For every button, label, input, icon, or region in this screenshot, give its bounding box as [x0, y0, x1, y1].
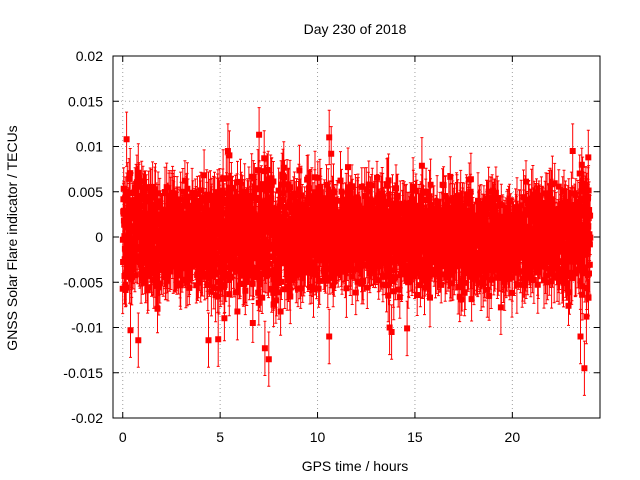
y-tick-label: -0.015	[63, 365, 103, 381]
data-point-markers	[119, 131, 594, 372]
x-tick-label: 0	[119, 429, 127, 445]
x-tick-label: 15	[407, 429, 423, 445]
y-axis-label: GNSS Solar Flare indicator / TECUs	[4, 125, 20, 350]
y-tick-label: -0.005	[63, 274, 103, 290]
tick-labels: -0.02 -0.015 -0.01 -0.005 0 0.005 0.01 0.015 0.0…	[63, 48, 520, 445]
tick-marks	[113, 55, 600, 419]
y-tick-label: 0.02	[76, 48, 103, 64]
x-tick-label: 10	[310, 429, 326, 445]
y-tick-label: -0.01	[71, 320, 103, 336]
y-tick-label: -0.02	[71, 410, 103, 426]
y-tick-label: 0.005	[68, 184, 103, 200]
chart-title: Day 230 of 2018	[304, 21, 407, 37]
data-series	[119, 107, 594, 396]
y-tick-label: 0.015	[68, 93, 103, 109]
x-axis-label: GPS time / hours	[302, 458, 409, 474]
x-tick-label: 5	[216, 429, 224, 445]
y-tick-label: 0	[95, 229, 103, 245]
x-tick-label: 20	[505, 429, 521, 445]
y-tick-label: 0.01	[76, 139, 103, 155]
